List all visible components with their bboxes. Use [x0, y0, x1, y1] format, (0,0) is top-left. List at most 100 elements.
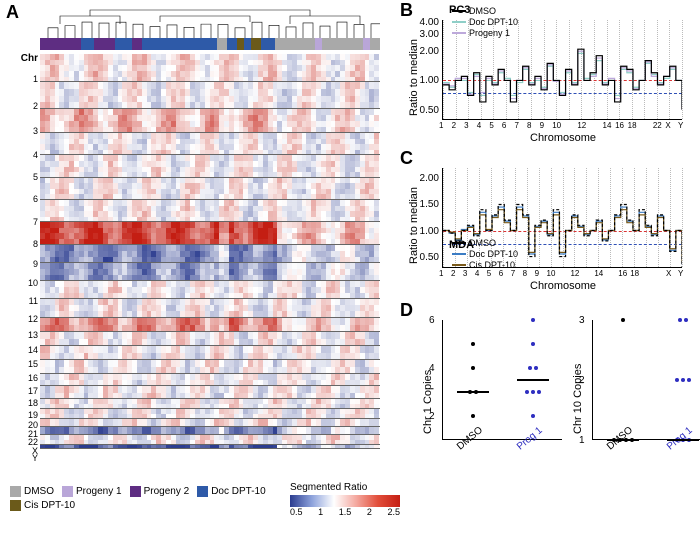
dot-xlabel: Prog 1 [515, 425, 545, 452]
groupbar-seg [322, 38, 363, 50]
chart-b-legend: DMSODoc DPT-10Progeny 1 [452, 6, 518, 39]
chart-b-xlabel: Chromosome [530, 132, 596, 144]
groupbar-seg [40, 38, 81, 50]
ratio-tick: 2 [367, 507, 372, 517]
dot-ytick: 3 [579, 315, 585, 326]
dot-point [684, 318, 688, 322]
groupbar-seg [81, 38, 95, 50]
xtick: 1 [439, 269, 443, 278]
group-legend: DMSOProgeny 1Progeny 2Doc DPT-10Cis DPT-… [10, 486, 290, 514]
chr-header: Chr [12, 54, 38, 64]
xtick: 5 [489, 121, 493, 130]
chr-label: 15 [12, 357, 38, 371]
ytick: 2.00 [411, 173, 439, 184]
dot-point [621, 318, 625, 322]
chr-label: 13 [12, 329, 38, 343]
xtick: 12 [570, 269, 579, 278]
xtick: 10 [552, 121, 561, 130]
xtick: 4 [477, 121, 481, 130]
groupbar-seg [261, 38, 275, 50]
groupbar-seg [217, 38, 227, 50]
ratio-tick: 1.5 [339, 507, 352, 517]
xtick: 3 [464, 121, 468, 130]
group-legend-item: Progeny 2 [130, 486, 190, 497]
group-legend-item: DMSO [10, 486, 54, 497]
xtick: 2 [452, 121, 456, 130]
legend-item: Cis DPT-10 [452, 260, 518, 270]
dotplot: 123DMSOProg 1 [592, 320, 700, 440]
xtick: Y [678, 269, 683, 278]
dot-point [687, 378, 691, 382]
dot-point [531, 414, 535, 418]
xtick: 8 [527, 121, 531, 130]
dot-point [681, 378, 685, 382]
dendrogram [40, 8, 380, 38]
median-bar [457, 391, 489, 393]
dot-ytick: 1 [579, 435, 585, 446]
xtick: 16 [618, 269, 627, 278]
xtick: 14 [594, 269, 603, 278]
chr-label: 19 [12, 410, 38, 420]
dot-point [528, 366, 532, 370]
chr-label: 7 [12, 211, 38, 233]
chr-labels: Chr 12345678910111213141516171819202122X… [12, 54, 38, 461]
chr-label: 12 [12, 311, 38, 329]
xtick: 12 [577, 121, 586, 130]
median-bar [517, 379, 549, 381]
dot-xlabel: DMSO [455, 425, 485, 453]
chr-label: Y [12, 457, 38, 461]
chart-b-ylabel: Ratio to median [408, 39, 420, 116]
dot-point [471, 342, 475, 346]
dot-point [471, 366, 475, 370]
groupbar-seg [315, 38, 322, 50]
xtick: 9 [535, 269, 539, 278]
panel-a: A Chr 1234567891011121314151617181920212… [4, 2, 384, 482]
heatmap [40, 54, 380, 450]
ratio-legend: Segmented Ratio 0.511.522.5 [290, 482, 460, 517]
panel-d-plots: 246DMSOProg 1Chr 1 Copies123DMSOProg 1Ch… [410, 320, 690, 470]
xtick: X [666, 269, 671, 278]
ratio-tick: 2.5 [387, 507, 400, 517]
groupbar-seg [94, 38, 114, 50]
groupbar-seg [363, 38, 370, 50]
chr-label: 10 [12, 274, 38, 292]
chr-label: 18 [12, 398, 38, 410]
chart-c-xlabel: Chromosome [530, 280, 596, 292]
groupbar-seg [251, 38, 261, 50]
ratio-title: Segmented Ratio [290, 482, 460, 493]
xtick: 8 [523, 269, 527, 278]
xtick: 9 [540, 121, 544, 130]
chr-label: 11 [12, 292, 38, 310]
ratio-tick: 1 [318, 507, 323, 517]
panel-d-label: D [400, 300, 413, 321]
dot-ylabel: Chr 10 Copies [572, 364, 584, 434]
chr-label: 6 [12, 189, 38, 211]
chr-label: 16 [12, 371, 38, 385]
legend-item: Progeny 1 [452, 28, 518, 38]
chr-label: 8 [12, 233, 38, 255]
group-legend-item: Doc DPT-10 [197, 486, 265, 497]
dot-point [534, 366, 538, 370]
median-bar [667, 439, 699, 441]
xtick: 7 [514, 121, 518, 130]
ratio-gradient [290, 495, 400, 507]
groupbar-seg [115, 38, 132, 50]
ytick: 4.00 [411, 17, 439, 28]
groupbar-seg [227, 38, 237, 50]
dot-ytick: 6 [429, 315, 435, 326]
chr-label: 2 [12, 93, 38, 119]
xtick: 22 [653, 121, 662, 130]
groupbar-seg [275, 38, 316, 50]
chr-label: 14 [12, 343, 38, 357]
xtick: 1 [439, 121, 443, 130]
dot-ylabel: Chr 1 Copies [422, 370, 434, 434]
xtick: X [665, 121, 670, 130]
chart-c-legend: DMSODoc DPT-10Cis DPT-10 [452, 238, 518, 271]
legend-item: Doc DPT-10 [452, 249, 518, 259]
dotplot: 246DMSOProg 1 [442, 320, 562, 440]
group-legend-item: Cis DPT-10 [10, 500, 75, 511]
xtick: 16 [615, 121, 624, 130]
dot-point [471, 414, 475, 418]
chart-c-ylabel: Ratio to median [408, 187, 420, 264]
chr-label: 3 [12, 120, 38, 144]
